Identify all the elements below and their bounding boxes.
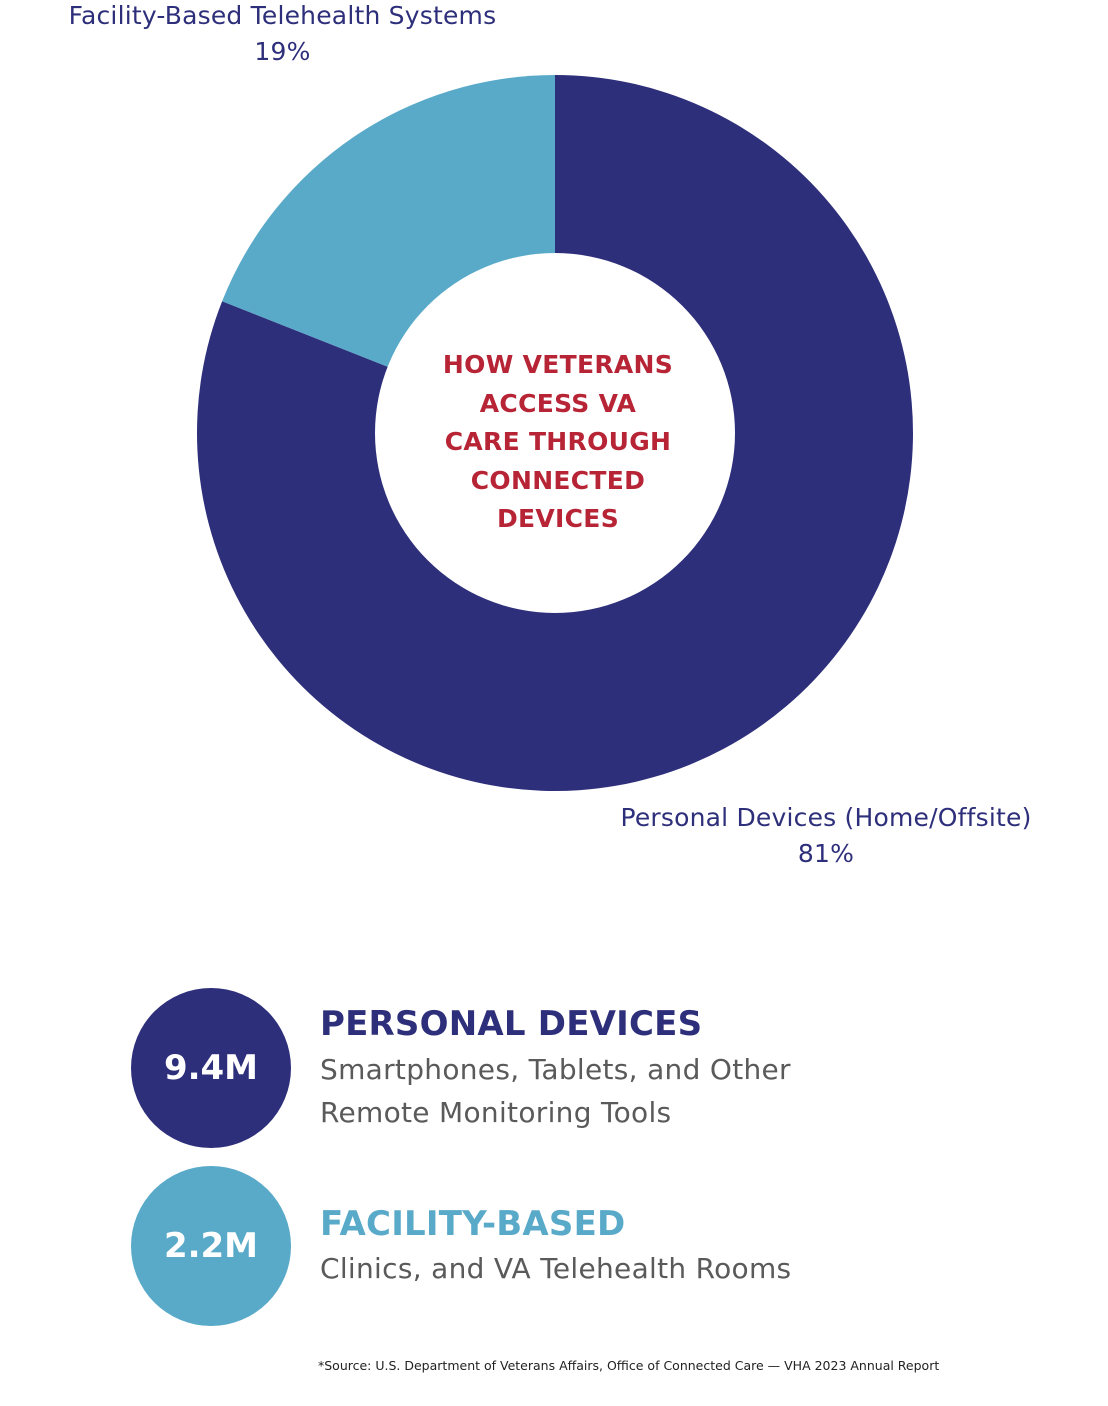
personal-devices-stat-value: 9.4M xyxy=(163,1048,259,1088)
facility-slice-name: Facility-Based Telehealth Systems xyxy=(68,1,497,30)
donut-hole xyxy=(375,253,735,613)
facility-based-stat-circle: 2.2M xyxy=(131,1166,291,1326)
center-title-line: ACCESS VA xyxy=(479,388,637,418)
donut-chart xyxy=(196,75,914,791)
personal-devices-description: Smartphones, Tablets, and Other Remote M… xyxy=(320,1048,940,1134)
personal-slice-label: Personal Devices (Home/Offsite) 81% xyxy=(580,800,1072,872)
personal-devices-heading: PERSONAL DEVICES xyxy=(320,1004,703,1044)
center-title-line: HOW VETERANS xyxy=(442,350,674,379)
facility-based-heading: FACILITY-BASED xyxy=(320,1204,626,1244)
chart-center-title: HOW VETERANS ACCESS VA CARE THROUGH CONN… xyxy=(400,346,716,539)
center-title-line: CONNECTED xyxy=(470,465,646,495)
personal-slice-percent: 81% xyxy=(797,839,855,868)
center-title-line: DEVICES xyxy=(496,504,619,533)
facility-based-stat-value: 2.2M xyxy=(163,1226,259,1266)
description-line: Remote Monitoring Tools xyxy=(320,1096,672,1129)
facility-slice-label: Facility-Based Telehealth Systems 19% xyxy=(20,0,545,70)
personal-devices-stat-circle: 9.4M xyxy=(131,988,291,1148)
description-line: Clinics, and VA Telehealth Rooms xyxy=(320,1252,792,1285)
source-footnote: *Source: U.S. Department of Veterans Aff… xyxy=(318,1358,940,1373)
center-title-line: CARE THROUGH xyxy=(444,427,672,456)
personal-slice-name: Personal Devices (Home/Offsite) xyxy=(620,803,1032,832)
facility-slice-percent: 19% xyxy=(254,37,311,66)
description-line: Smartphones, Tablets, and Other xyxy=(320,1053,791,1086)
facility-based-description: Clinics, and VA Telehealth Rooms xyxy=(320,1247,940,1290)
